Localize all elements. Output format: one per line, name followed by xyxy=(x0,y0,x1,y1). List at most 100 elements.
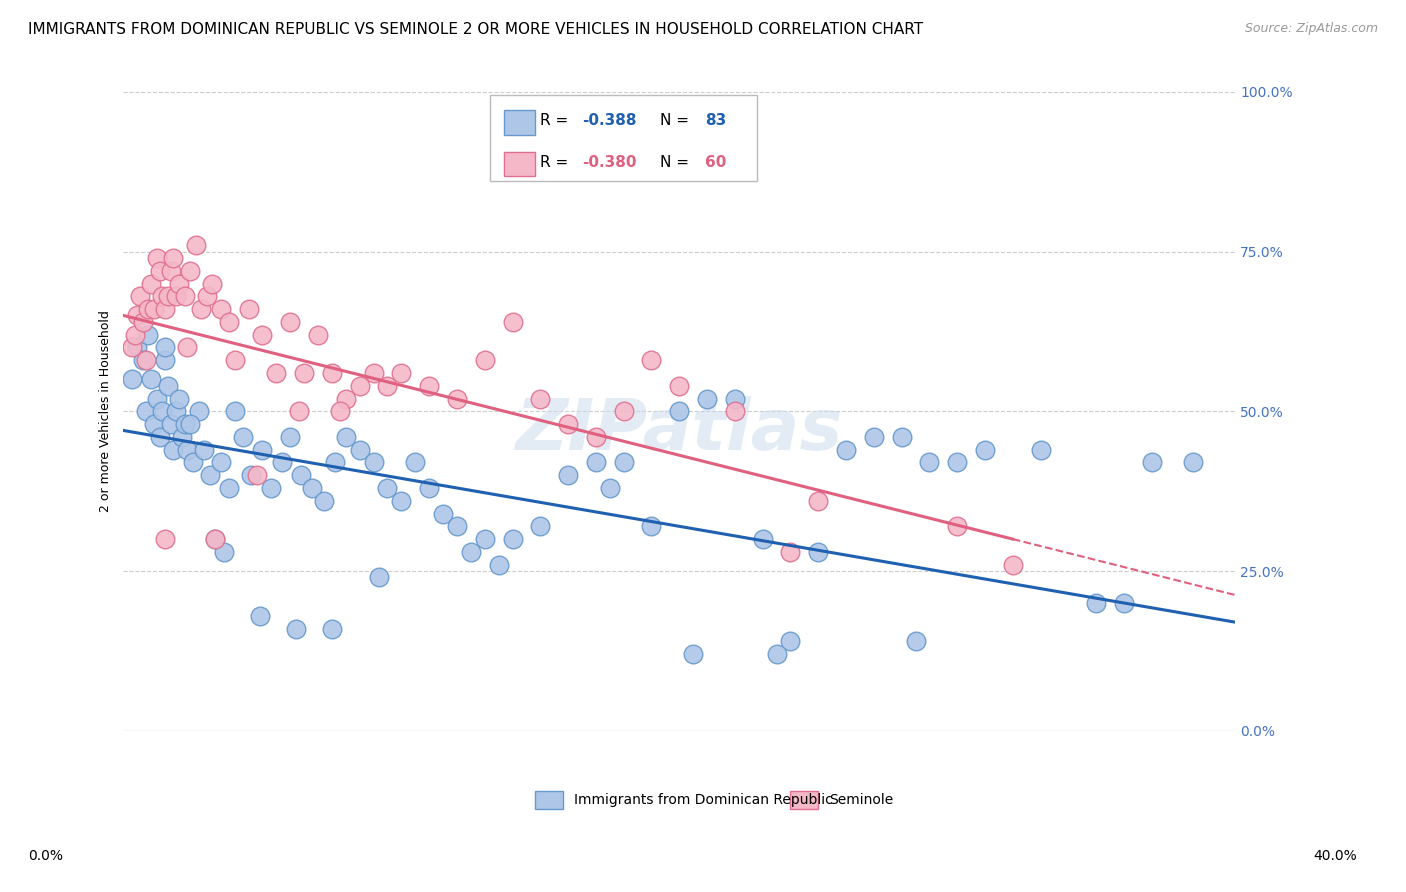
Point xyxy=(368,570,391,584)
Bar xyxy=(503,111,534,135)
Point xyxy=(329,404,352,418)
Point xyxy=(201,277,224,291)
Point xyxy=(143,302,166,317)
Point xyxy=(918,455,941,469)
Point xyxy=(187,404,209,418)
Point xyxy=(132,353,155,368)
Point xyxy=(446,392,468,406)
Point xyxy=(238,302,260,317)
Point xyxy=(640,519,662,533)
Point xyxy=(724,404,747,418)
Text: IMMIGRANTS FROM DOMINICAN REPUBLIC VS SEMINOLE 2 OR MORE VEHICLES IN HOUSEHOLD C: IMMIGRANTS FROM DOMINICAN REPUBLIC VS SE… xyxy=(28,22,924,37)
Point xyxy=(240,468,263,483)
Point xyxy=(613,455,636,469)
Point xyxy=(176,340,198,354)
Bar xyxy=(534,791,562,809)
Point xyxy=(141,277,163,291)
Point xyxy=(218,315,240,329)
Point xyxy=(432,507,454,521)
Point xyxy=(204,532,226,546)
Point xyxy=(307,327,329,342)
Point xyxy=(121,340,143,354)
Bar xyxy=(790,791,818,809)
Point xyxy=(173,417,195,431)
Point xyxy=(418,378,440,392)
Point xyxy=(162,442,184,457)
Point xyxy=(904,634,927,648)
Point xyxy=(209,302,232,317)
Point xyxy=(765,647,787,661)
Point xyxy=(224,404,246,418)
Text: 60: 60 xyxy=(704,154,727,169)
Point xyxy=(599,481,621,495)
Point xyxy=(159,417,181,431)
Point xyxy=(150,289,173,303)
Text: 0.0%: 0.0% xyxy=(28,849,63,863)
Point xyxy=(209,455,232,469)
Point xyxy=(149,430,172,444)
Point xyxy=(146,392,169,406)
Point xyxy=(779,545,801,559)
Point xyxy=(1001,558,1024,572)
Point xyxy=(212,545,235,559)
Point xyxy=(585,455,607,469)
Point xyxy=(193,442,215,457)
Point xyxy=(153,340,176,354)
Point xyxy=(321,366,343,380)
Point xyxy=(835,442,858,457)
Text: N =: N = xyxy=(661,154,695,169)
Point xyxy=(138,302,160,317)
Point xyxy=(557,468,579,483)
Point xyxy=(224,353,246,368)
Point xyxy=(176,442,198,457)
Point xyxy=(156,378,179,392)
Point xyxy=(198,468,221,483)
Point xyxy=(165,289,187,303)
Point xyxy=(190,302,212,317)
Point xyxy=(153,532,176,546)
Point xyxy=(132,315,155,329)
Point xyxy=(363,366,385,380)
Point xyxy=(946,519,969,533)
Point xyxy=(335,430,357,444)
Point xyxy=(1182,455,1205,469)
Point xyxy=(349,378,371,392)
Point xyxy=(1029,442,1052,457)
Point xyxy=(807,493,830,508)
Point xyxy=(1112,596,1135,610)
Point xyxy=(323,455,346,469)
Point xyxy=(179,264,201,278)
Point xyxy=(696,392,718,406)
Point xyxy=(377,378,399,392)
Point xyxy=(184,238,207,252)
Point xyxy=(529,392,551,406)
Y-axis label: 2 or more Vehicles in Household: 2 or more Vehicles in Household xyxy=(100,310,112,512)
Point xyxy=(195,289,218,303)
Bar xyxy=(503,152,534,177)
Point xyxy=(890,430,912,444)
Point xyxy=(232,430,254,444)
Point xyxy=(363,455,385,469)
Point xyxy=(162,251,184,265)
Point xyxy=(668,404,690,418)
Point xyxy=(292,366,315,380)
Point xyxy=(278,315,301,329)
Text: Immigrants from Dominican Republic: Immigrants from Dominican Republic xyxy=(574,793,832,806)
Point xyxy=(249,608,271,623)
Point xyxy=(389,366,412,380)
Point xyxy=(946,455,969,469)
Point xyxy=(124,327,146,342)
Point xyxy=(640,353,662,368)
Text: N =: N = xyxy=(661,113,695,128)
Point xyxy=(149,264,172,278)
Point xyxy=(668,378,690,392)
Point xyxy=(287,404,309,418)
Point xyxy=(127,340,149,354)
Point xyxy=(135,404,157,418)
Point xyxy=(138,327,160,342)
Text: -0.380: -0.380 xyxy=(582,154,637,169)
Text: R =: R = xyxy=(540,113,574,128)
Point xyxy=(862,430,884,444)
Point xyxy=(146,251,169,265)
Point xyxy=(153,353,176,368)
